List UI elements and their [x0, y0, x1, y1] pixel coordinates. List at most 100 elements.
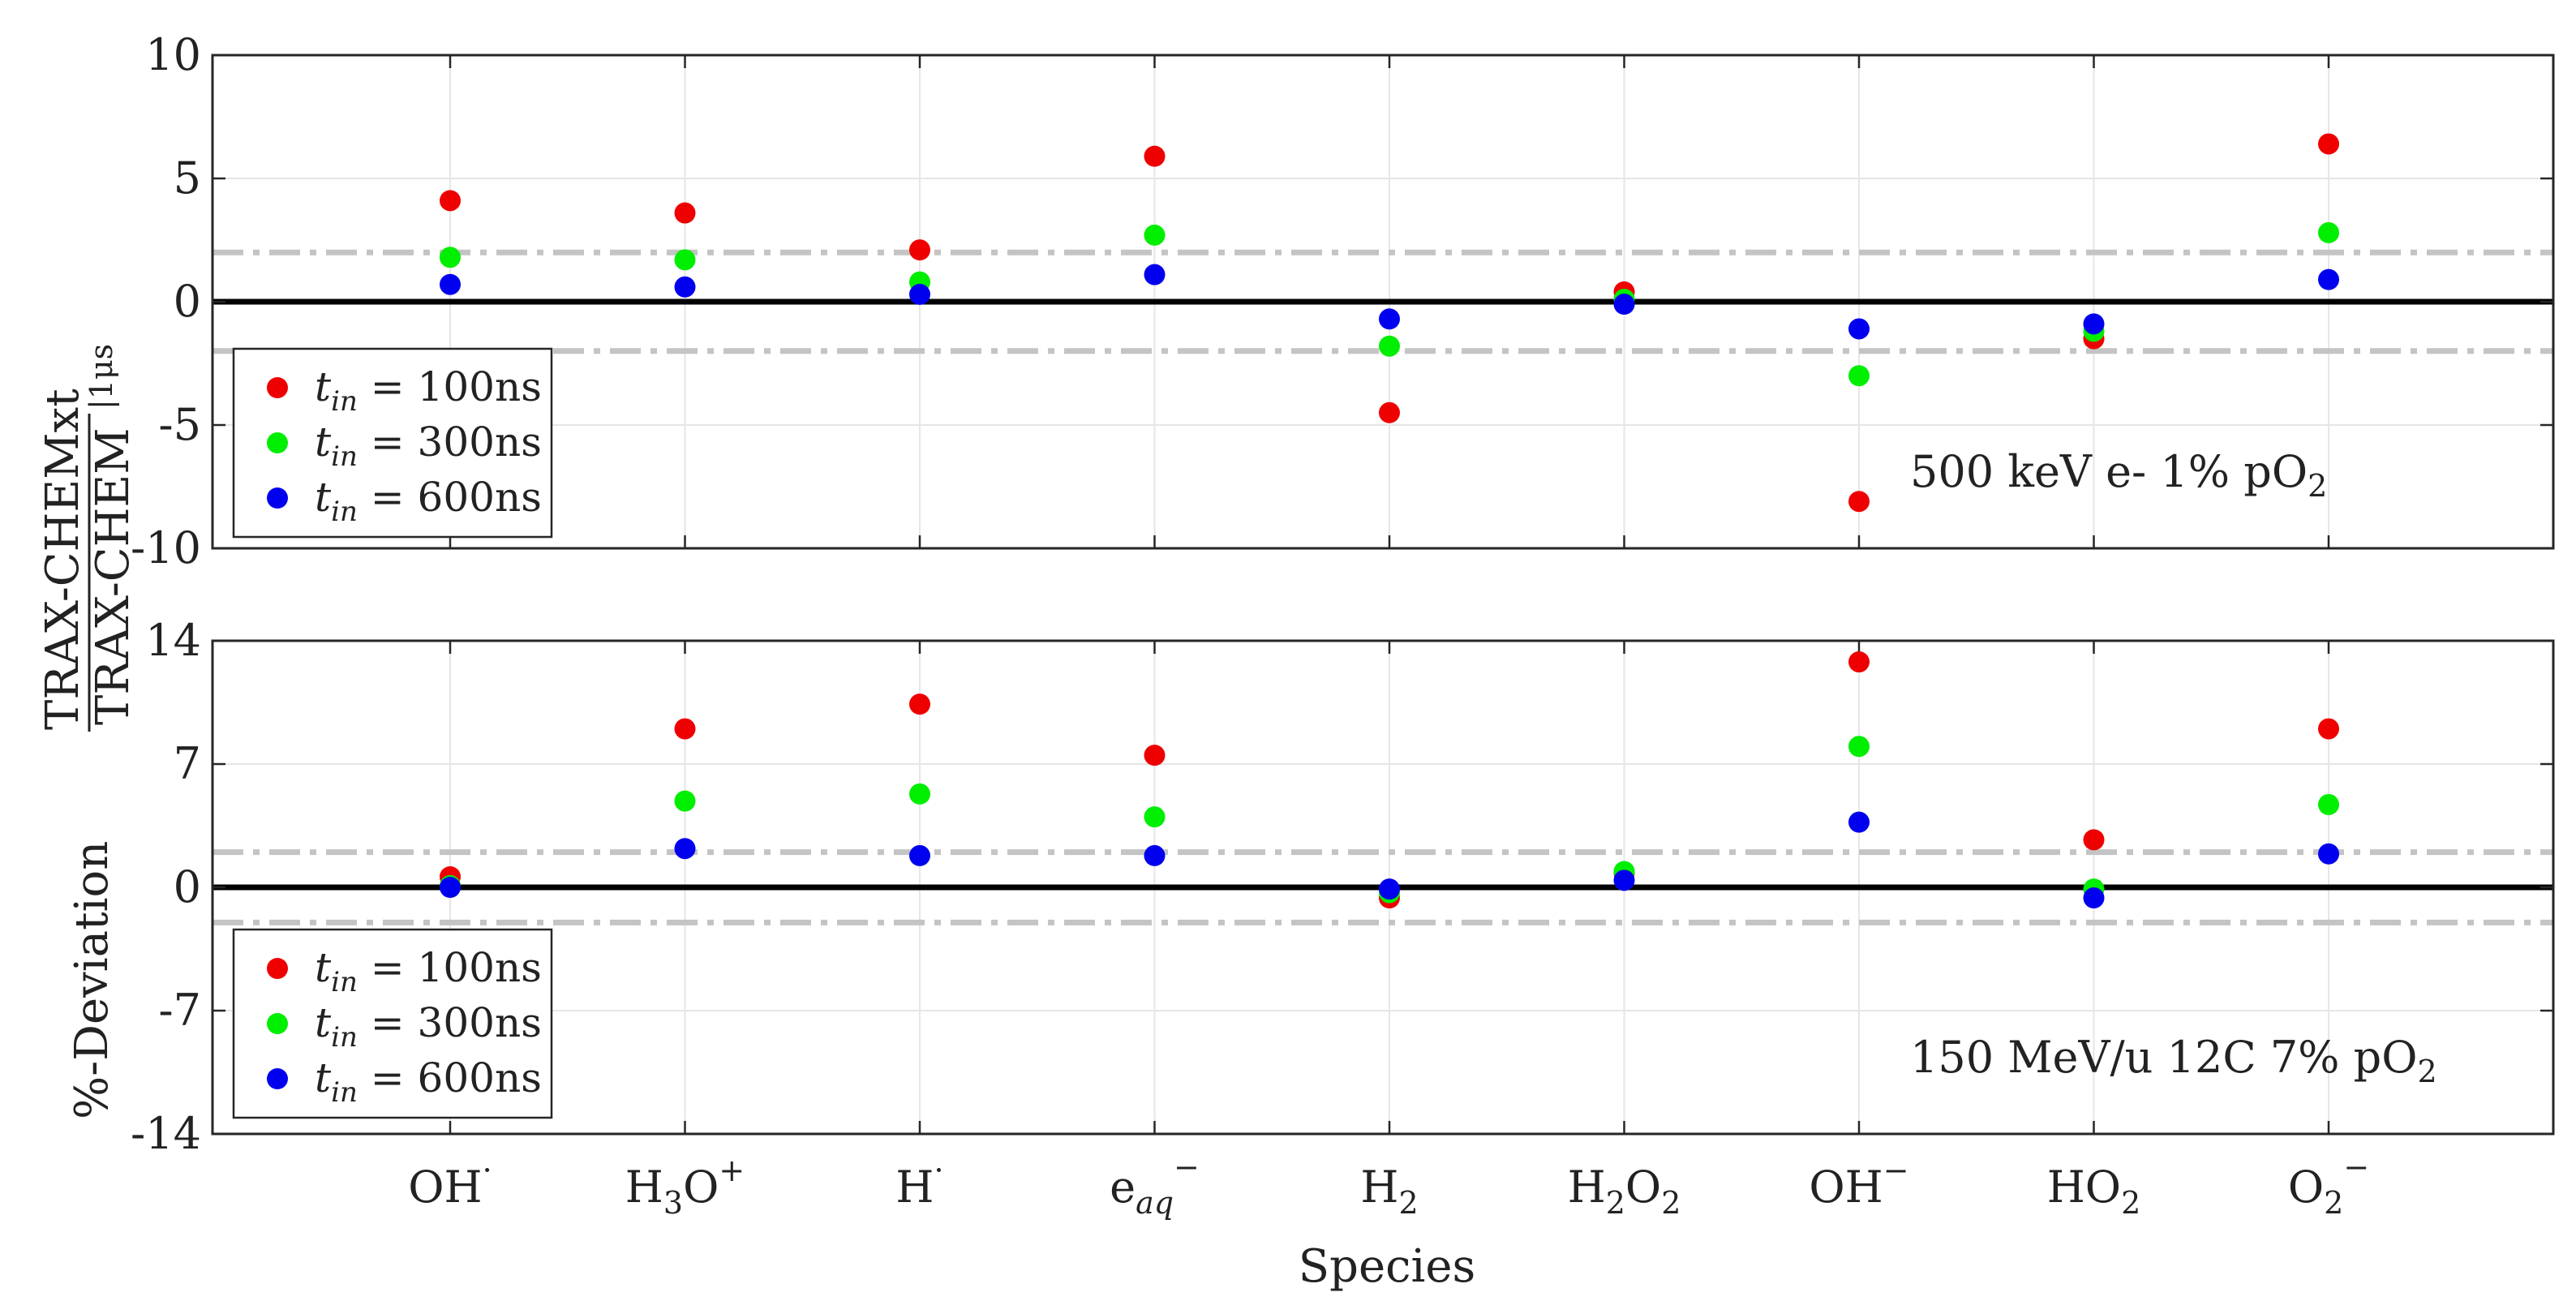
data-point-t600 — [440, 877, 461, 898]
cat-base: OH — [1809, 1161, 1883, 1213]
legend-sub: in — [331, 496, 358, 528]
cat-base: H — [1568, 1161, 1606, 1213]
cat-sub: 2 — [2121, 1185, 2140, 1221]
legend-marker-t100 — [267, 377, 288, 398]
legend-label: tin = 600ns — [315, 474, 542, 528]
plot-frame — [211, 54, 2555, 550]
legend-var: t — [315, 474, 332, 521]
data-point-t600 — [2083, 313, 2105, 335]
legend-marker-t600 — [267, 1068, 288, 1089]
y-tick-label: -10 — [131, 522, 201, 573]
data-point-t100 — [909, 693, 930, 715]
y-label-numerator: TRAX-CHEMxt — [36, 389, 89, 730]
data-point-t100 — [1379, 401, 1400, 423]
x-category-label: O2− — [2288, 1149, 2369, 1221]
data-point-t300 — [1144, 806, 1166, 828]
cat-sub: aq — [1136, 1185, 1174, 1221]
data-point-t600 — [1144, 844, 1166, 866]
legend-marker-t100 — [267, 958, 288, 979]
data-point-t100 — [2318, 133, 2339, 155]
legend-sub: in — [331, 966, 358, 998]
cat-base: e — [1110, 1161, 1136, 1213]
legend-value: = 600ns — [358, 1054, 542, 1101]
data-point-t300 — [1848, 736, 1870, 758]
annotation-subscript: 2 — [2417, 1054, 2436, 1089]
y-label-prefix: %-Deviation — [66, 841, 118, 1119]
data-point-t300 — [1848, 365, 1870, 387]
legend-var: t — [315, 1054, 332, 1101]
data-point-t600 — [1848, 811, 1870, 833]
cat-sub: 3 — [663, 1185, 683, 1221]
legend-sub: in — [331, 385, 358, 418]
legend-var: t — [315, 363, 332, 410]
x-category-labels: OH· H3O+ H· eaq− H2 H2O2 OH− HO2 O2− — [408, 1149, 2369, 1221]
legend-label: tin = 300ns — [315, 419, 542, 473]
data-point-t300 — [2318, 793, 2339, 815]
cat-sup: − — [1883, 1153, 1909, 1188]
cat-base: H — [895, 1161, 934, 1213]
data-point-t300 — [2318, 221, 2339, 243]
y-axis-label: %-Deviation TRAX-CHEMxt TRAX-CHEM |1μs — [36, 344, 140, 1119]
legend-var: t — [315, 419, 332, 466]
cat-sub: 2 — [1398, 1185, 1418, 1221]
y-label-denominator: TRAX-CHEM — [87, 427, 140, 725]
data-point-t100 — [674, 718, 696, 740]
legend-sub: in — [331, 1021, 358, 1054]
data-point-t100 — [674, 202, 696, 224]
data-point-t600 — [440, 273, 461, 295]
data-point-t600 — [1613, 869, 1635, 891]
data-point-t100 — [2318, 718, 2339, 740]
data-point-t600 — [1379, 308, 1400, 330]
data-point-t600 — [909, 844, 930, 866]
cat-sup: · — [934, 1153, 944, 1188]
y-label-subscript: |1μs — [84, 344, 119, 410]
legend-value: = 300ns — [358, 419, 542, 466]
data-point-t300 — [909, 783, 930, 805]
data-point-t600 — [674, 838, 696, 860]
x-axis-label: Species — [1299, 1240, 1476, 1293]
data-point-t300 — [440, 247, 461, 268]
x-category-label: eaq− — [1110, 1149, 1200, 1221]
legend-label: tin = 100ns — [315, 944, 542, 998]
data-point-t300 — [674, 249, 696, 271]
cat-sub: 2 — [2324, 1185, 2343, 1221]
data-point-t600 — [2318, 268, 2339, 290]
cat-sub: 2 — [1606, 1185, 1625, 1221]
x-category-label: H2O2 — [1568, 1161, 1681, 1221]
y-tick-label: -5 — [158, 399, 201, 450]
data-point-t100 — [1144, 745, 1166, 766]
x-category-label: H· — [895, 1153, 943, 1213]
cat-base: O — [2288, 1161, 2324, 1213]
y-tick-label: 5 — [174, 152, 201, 204]
legend-value: = 300ns — [358, 999, 542, 1046]
legend-sub: in — [331, 440, 358, 473]
x-category-label: HO2 — [2047, 1161, 2141, 1221]
cat-sup: − — [1174, 1149, 1200, 1185]
legend-sub: in — [331, 1076, 358, 1109]
y-tick-label: 0 — [174, 276, 201, 327]
cat-base: H — [625, 1161, 663, 1213]
x-category-label: H3O+ — [625, 1153, 745, 1221]
legend-marker-t300 — [267, 1013, 288, 1034]
legend-var: t — [315, 999, 332, 1046]
data-point-t600 — [1613, 294, 1635, 316]
cat-tail: O — [1625, 1161, 1661, 1213]
y-tick-label: 10 — [145, 29, 201, 80]
data-point-t300 — [674, 790, 696, 812]
cat-base: HO — [2047, 1161, 2121, 1213]
cat-base: H — [1360, 1161, 1398, 1213]
legend-marker-t600 — [267, 487, 288, 509]
data-point-t600 — [1379, 878, 1400, 900]
legend-label: tin = 100ns — [315, 363, 542, 418]
cat-sup: − — [2343, 1149, 2369, 1185]
data-point-t100 — [1848, 491, 1870, 513]
legend-label: tin = 300ns — [315, 999, 542, 1054]
cat-sup: · — [483, 1153, 492, 1188]
data-point-t100 — [909, 239, 930, 261]
panel-annotation: 500 keV e- 1% pO2 — [1910, 446, 2327, 504]
y-tick-label: 14 — [145, 615, 201, 666]
data-point-t600 — [909, 283, 930, 305]
x-category-label: OH− — [1809, 1153, 1908, 1213]
